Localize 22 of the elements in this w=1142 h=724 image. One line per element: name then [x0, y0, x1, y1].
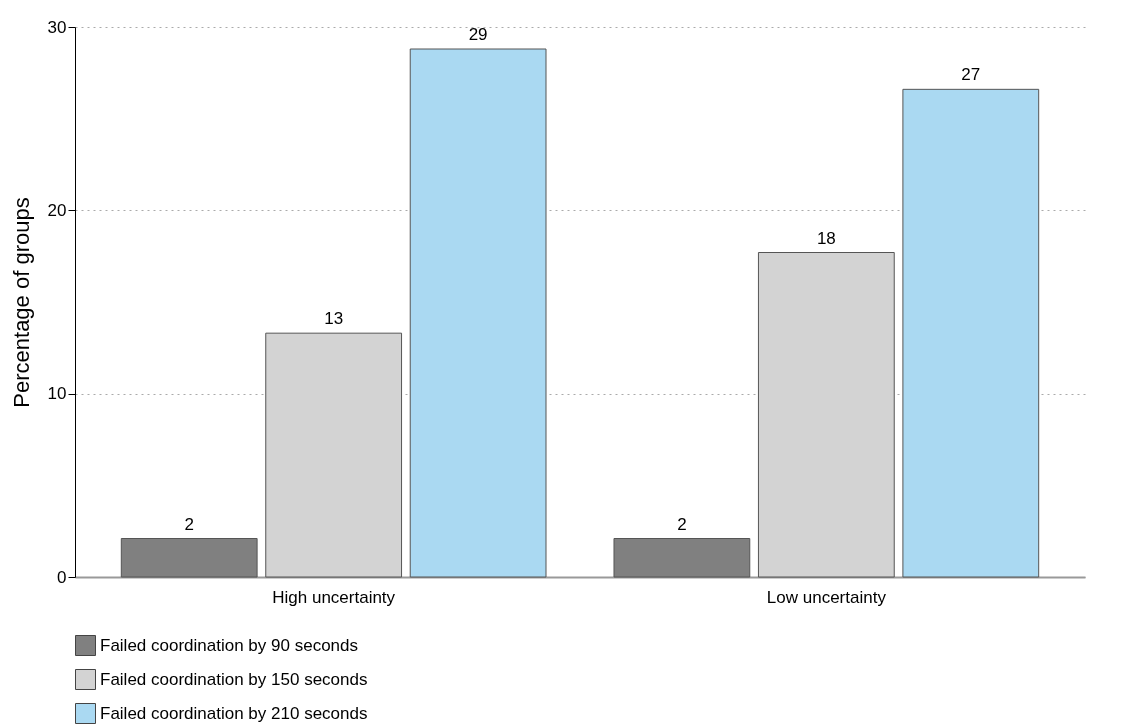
data-label: 18: [816, 228, 836, 248]
y-axis-title: Percentage of groups: [8, 197, 34, 408]
legend-label: Failed coordination by 150 seconds: [100, 669, 368, 689]
y-tick-label: 30: [47, 17, 67, 37]
data-label: 2: [677, 514, 687, 534]
data-label: 29: [468, 25, 488, 44]
bar: [409, 48, 547, 578]
legend-label: Failed coordination by 210 seconds: [100, 703, 368, 723]
legend-label: Failed coordination by 90 seconds: [100, 635, 358, 655]
y-tick-label: 0: [57, 567, 67, 587]
data-label: 2: [184, 514, 194, 534]
bar: [120, 538, 258, 578]
x-tick-label: Low uncertainty: [766, 587, 887, 607]
y-tick-label: 10: [47, 384, 67, 404]
bar: [902, 88, 1040, 578]
data-label: 27: [961, 65, 981, 85]
data-label: 13: [324, 309, 344, 329]
y-tick-label: 20: [47, 200, 67, 220]
bar: [613, 538, 751, 578]
x-tick-label: High uncertainty: [272, 587, 396, 607]
bar: [265, 332, 403, 578]
bar: [757, 252, 895, 578]
